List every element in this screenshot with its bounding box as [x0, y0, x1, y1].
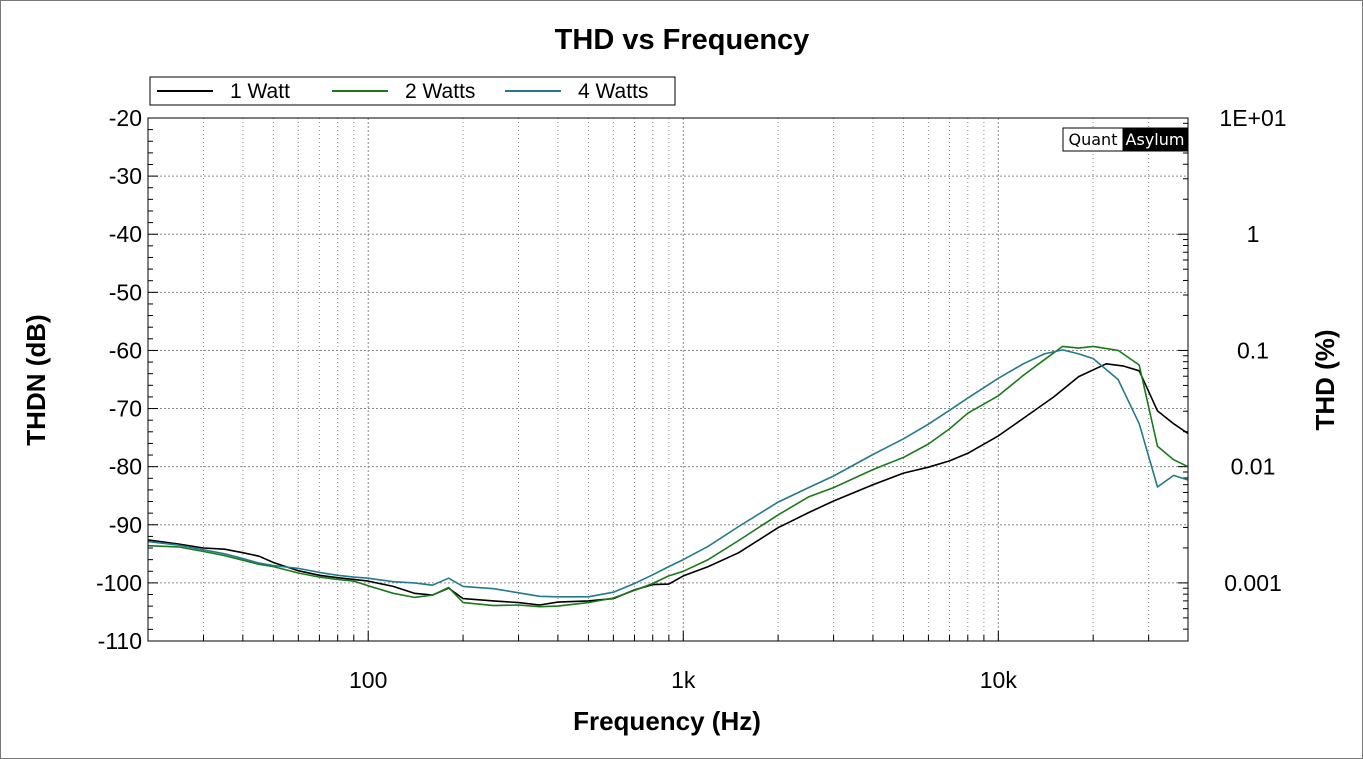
right-tick-label: 0.01 — [1231, 454, 1276, 480]
y-tick-label: -40 — [109, 221, 142, 247]
x-tick-label: 100 — [349, 667, 387, 693]
axis-ticks — [147, 117, 1189, 642]
x-axis-title: Frequency (Hz) — [573, 706, 761, 736]
series-layer — [147, 345, 1189, 608]
legend-label: 1 Watt — [230, 80, 290, 103]
y-tick-label: -90 — [109, 512, 142, 538]
right-tick-label: 0.1 — [1237, 337, 1269, 363]
y-tick-label: -100 — [96, 570, 142, 596]
y-tick-label: -70 — [109, 396, 142, 422]
legend-label: 4 Watts — [578, 80, 648, 103]
plot-area-border — [147, 117, 1189, 642]
legend-label: 2 Watts — [405, 80, 475, 103]
x-tick-label: 10k — [980, 667, 1018, 693]
x-tick-label: 1k — [671, 667, 696, 693]
watermark-left-text: Quant — [1069, 130, 1118, 149]
y-tick-label: -110 — [98, 628, 142, 654]
right-tick-label: 1E+01 — [1219, 105, 1286, 131]
series-line-4-watts — [147, 349, 1189, 598]
series-line-2-watts — [147, 345, 1189, 608]
y-tick-label: -50 — [109, 279, 142, 305]
y-tick-label: -60 — [109, 337, 142, 363]
y-tick-label: -20 — [109, 105, 142, 131]
watermark-right-text: Asylum — [1126, 130, 1185, 149]
y-tick-label: -80 — [109, 454, 142, 480]
watermark-right-box — [1122, 127, 1189, 152]
y-axis-title-right: THD (%) — [1310, 329, 1340, 430]
legend-box — [149, 76, 676, 106]
left-y-tick-labels: -20 -30 -40 -50 -60 -70 -80 -90 -100 -110 — [96, 105, 142, 654]
x-tick-labels: 100 1k 10k — [349, 667, 1017, 693]
right-tick-label: 0.001 — [1224, 570, 1282, 596]
right-tick-label: 1 — [1247, 221, 1260, 247]
y-axis-title: THDN (dB) — [21, 314, 51, 445]
quantasylum-watermark: Quant Asylum — [1062, 127, 1189, 152]
y-tick-label: -30 — [109, 163, 142, 189]
legend: 1 Watt 2 Watts 4 Watts — [149, 76, 676, 106]
chart-title: THD vs Frequency — [555, 24, 810, 56]
right-y-tick-labels: 1E+01 1 0.1 0.01 0.001 — [1219, 105, 1286, 596]
grid-lines — [147, 117, 1189, 642]
